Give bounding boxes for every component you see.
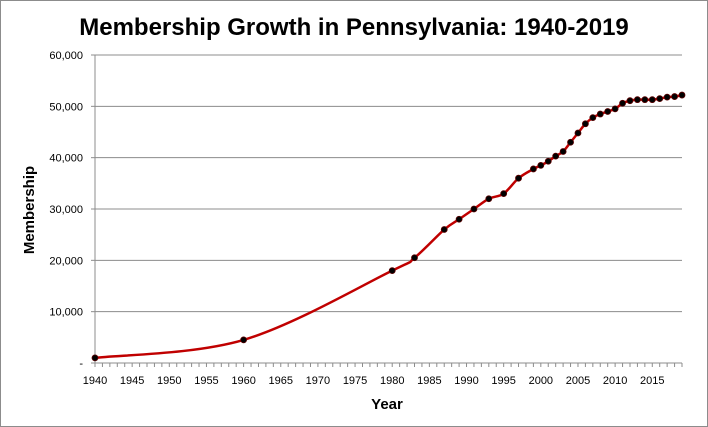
data-point xyxy=(485,195,493,203)
data-point xyxy=(529,165,537,173)
x-tick-label: 1955 xyxy=(194,375,218,387)
data-point xyxy=(440,226,448,233)
data-point xyxy=(671,93,678,100)
y-tick-label: - xyxy=(79,358,83,370)
data-point xyxy=(515,174,522,182)
x-tick-label: 1985 xyxy=(417,375,441,387)
x-tick-label: 2010 xyxy=(603,375,627,387)
data-point xyxy=(567,138,574,146)
data-point xyxy=(500,190,508,198)
data-point xyxy=(470,205,478,213)
gridlines xyxy=(95,54,682,313)
data-point xyxy=(596,110,604,118)
x-tick-label: 2005 xyxy=(566,375,590,387)
data-point xyxy=(537,161,545,169)
x-tick-label: 2000 xyxy=(529,375,553,387)
data-point xyxy=(559,148,567,155)
chart-title: Membership Growth in Pennsylvania: 1940-… xyxy=(79,14,629,41)
data-point xyxy=(641,96,649,104)
axes xyxy=(91,54,683,367)
data-point xyxy=(663,93,671,101)
data-point xyxy=(91,354,99,362)
series-group xyxy=(91,91,686,362)
data-point xyxy=(589,114,597,122)
data-point xyxy=(582,120,589,128)
x-tick-label: 1960 xyxy=(231,375,255,387)
y-tick-label: 60,000 xyxy=(49,50,83,62)
x-tick-label: 1995 xyxy=(491,375,515,387)
data-point xyxy=(544,157,552,165)
x-tick-label: 1940 xyxy=(83,375,107,387)
x-axis-label: Year xyxy=(371,396,403,413)
data-point xyxy=(619,99,626,107)
x-tick-label: 1980 xyxy=(380,375,404,387)
data-point xyxy=(626,97,634,105)
data-point xyxy=(240,336,248,344)
data-point xyxy=(634,96,641,104)
y-tick-label: 30,000 xyxy=(49,204,83,216)
y-tick-label: 40,000 xyxy=(49,153,83,165)
y-axis-label: Membership xyxy=(21,166,38,254)
y-tick-label: 10,000 xyxy=(49,307,83,319)
data-point xyxy=(611,105,619,113)
x-tick-label: 1945 xyxy=(120,375,144,387)
data-point xyxy=(455,215,463,223)
data-point xyxy=(604,108,612,115)
series-line xyxy=(94,93,683,360)
y-tick-label: 50,000 xyxy=(49,101,83,113)
x-tick-label: 2015 xyxy=(640,375,664,387)
x-tick-label: 1950 xyxy=(157,375,181,387)
data-point xyxy=(678,91,686,99)
y-tick-labels: - 10,000 20,000 30,000 40,000 50,000 60,000 xyxy=(49,50,83,370)
data-point xyxy=(411,254,418,262)
y-tick-label: 20,000 xyxy=(49,255,83,267)
data-point xyxy=(574,129,582,137)
x-tick-label: 1965 xyxy=(269,375,293,387)
data-point xyxy=(388,267,396,275)
data-point xyxy=(656,95,664,103)
x-tick-label: 1970 xyxy=(306,375,330,387)
data-point xyxy=(648,96,656,104)
x-tick-labels: 1940 1945 1950 1955 1960 1965 1970 1975 1980 1985… xyxy=(83,375,665,387)
x-tick-label: 1990 xyxy=(454,375,478,387)
x-tick-label: 1975 xyxy=(343,375,367,387)
data-point xyxy=(552,152,560,160)
